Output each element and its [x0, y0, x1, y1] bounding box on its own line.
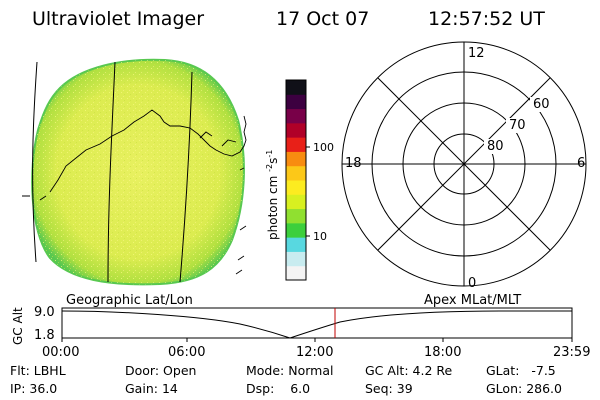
altitude-curve [61, 310, 572, 339]
colorbar [285, 79, 310, 281]
orbit-x-tick-2: 12:00 [296, 345, 334, 360]
orbit-right-title: Apex MLat/MLT [424, 293, 522, 308]
info-gain: Gain: 14 [125, 381, 178, 396]
colorbar-band [286, 80, 306, 95]
info-door: Door: Open [125, 363, 197, 378]
colorbar-band [286, 180, 306, 195]
lat-label-60: 60 [533, 97, 550, 112]
orbit-y-min: 1.8 [34, 328, 55, 343]
info-glon: GLon: 286.0 [486, 381, 562, 396]
colorbar-band [286, 122, 306, 138]
orbit-left-title: Geographic Lat/Lon [66, 293, 193, 308]
colorbar-band [286, 208, 306, 224]
info-glat: GLat: -7.5 [486, 363, 556, 378]
date-label: 17 Oct 07 [276, 8, 370, 30]
colorbar-band [286, 222, 306, 238]
colorbar-band [286, 194, 306, 210]
colorbar-band [286, 265, 306, 281]
info-flt: Flt: LBHL [10, 363, 66, 378]
info-mode: Mode: Normal [246, 363, 334, 378]
orbit-y-max: 9.0 [34, 305, 55, 320]
colorbar-unit-label: photon cm -2s-1 [265, 149, 280, 240]
uv-image-disk [31, 58, 245, 286]
polar-plot [341, 41, 587, 287]
coastline [22, 109, 247, 275]
colorbar-band [286, 237, 306, 252]
colorbar-band [286, 151, 306, 167]
instrument-title: Ultraviolet Imager [32, 8, 205, 30]
info-seq: Seq: 39 [365, 381, 413, 396]
time-label: 12:57:52 UT [428, 8, 545, 30]
info-dsp: Dsp: 6.0 [246, 381, 311, 396]
colorbar-band [286, 251, 306, 267]
mlt-label-top: 12 [468, 46, 485, 61]
orbit-x-tick-4: 23:59 [553, 345, 591, 360]
orbit-x-tick-0: 00:00 [42, 345, 80, 360]
colorbar-band [286, 108, 306, 124]
info-gc-alt: GC Alt: 4.2 Re [365, 363, 453, 378]
colorbar-band [286, 94, 306, 110]
colorbar-tick-100: 100 [313, 141, 334, 154]
mlt-label-bottom: 0 [468, 276, 477, 291]
lat-label-80: 80 [487, 139, 504, 154]
meridian-lines [32, 61, 193, 283]
orbit-plot [61, 307, 573, 342]
info-ip: IP: 36.0 [10, 381, 58, 396]
colorbar-band [286, 165, 306, 181]
orbit-x-tick-3: 18:00 [424, 345, 462, 360]
lat-label-70: 70 [509, 118, 526, 133]
mlt-label-left: 18 [345, 156, 362, 171]
orbit-y-axis-label: GC Alt [11, 307, 25, 345]
orbit-x-tick-1: 06:00 [168, 345, 206, 360]
colorbar-tick-10: 10 [313, 230, 327, 243]
mlt-label-right: 6 [577, 156, 586, 171]
colorbar-band [286, 137, 306, 152]
